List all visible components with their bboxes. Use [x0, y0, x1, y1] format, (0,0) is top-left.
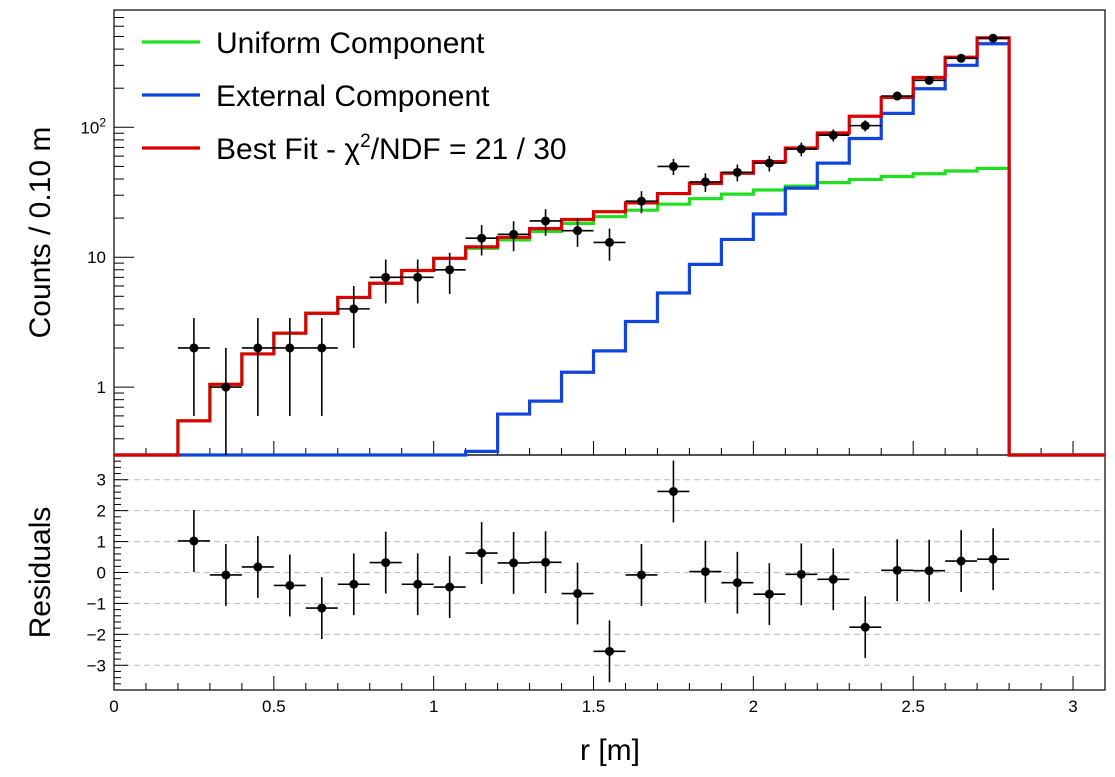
- main-y-axis-title: Counts / 0.10 m: [24, 127, 57, 339]
- residual-y-tick-label: 2: [97, 502, 106, 521]
- x-tick-label: 2: [749, 697, 758, 716]
- residual-y-tick-label: −2: [87, 625, 106, 644]
- residual-point: [253, 562, 263, 572]
- residual-point: [221, 570, 231, 580]
- main-y-tick-label-base: 1: [97, 378, 106, 397]
- x-tick-label: 0: [109, 697, 118, 716]
- legend-label-part: /NDF = 21 / 30: [371, 133, 567, 166]
- legend: Uniform Component External Component Best …: [142, 27, 567, 166]
- residual-point: [796, 569, 806, 579]
- residual-point: [445, 582, 455, 592]
- x-tick-label: 0.5: [262, 697, 286, 716]
- residual-point: [189, 536, 199, 546]
- residual-point: [732, 578, 742, 588]
- legend-label-part: χ: [344, 133, 360, 166]
- series-best_fit: [114, 36, 1105, 457]
- legend-label-external: External Component: [216, 80, 490, 113]
- data-point: [860, 121, 870, 131]
- residual-point: [285, 580, 295, 590]
- residual-y-tick-label: −3: [87, 656, 106, 675]
- residual-y-tick-label: 3: [97, 471, 106, 490]
- main-y-tick-label: 102: [80, 115, 106, 137]
- residual-point: [573, 589, 583, 599]
- data-point: [700, 177, 710, 187]
- main-y-tick-label-exponent: 2: [99, 115, 106, 129]
- data-point: [892, 91, 902, 101]
- residual-point: [605, 646, 614, 656]
- residual-y-tick-label: 1: [97, 533, 106, 552]
- residual-point: [636, 570, 646, 580]
- residual-point: [541, 557, 551, 567]
- data-point: [413, 272, 423, 282]
- residual-point: [317, 603, 327, 613]
- main-y-tick-label: 10: [87, 248, 106, 267]
- legend-label-part: Best Fit -: [216, 133, 344, 166]
- data-point: [477, 233, 487, 243]
- residual-grid: [114, 479, 1105, 666]
- x-tick-label: 3: [1068, 697, 1077, 716]
- data-point: [605, 237, 614, 247]
- data-point: [988, 33, 998, 43]
- data-point: [189, 343, 199, 353]
- residual-point: [860, 622, 870, 632]
- residual-point: [892, 565, 902, 575]
- residual-point: [700, 567, 710, 577]
- residual-point: [349, 579, 359, 589]
- data-points: [177, 33, 1010, 683]
- residual-y-tick-label: −1: [87, 594, 106, 613]
- data-point: [732, 167, 742, 177]
- data-point: [924, 75, 934, 85]
- axes: [113, 9, 1106, 691]
- data-point: [541, 216, 551, 226]
- legend-label-best_fit: Best Fit - χ2/NDF = 21 / 30: [216, 131, 567, 166]
- data-point: [956, 53, 966, 63]
- data-point: [636, 196, 646, 206]
- data-point: [285, 343, 295, 353]
- residual-point: [413, 579, 423, 589]
- data-point: [317, 343, 327, 353]
- data-point: [509, 229, 519, 239]
- residual-point: [764, 589, 774, 599]
- data-point: [349, 304, 359, 314]
- x-tick-label: 2.5: [901, 697, 925, 716]
- data-point: [828, 130, 838, 140]
- residual-y-axis-title: Residuals: [24, 507, 57, 639]
- data-point: [445, 265, 455, 275]
- data-point: [381, 272, 391, 282]
- series-lines: [114, 36, 1105, 457]
- residual-point: [924, 566, 934, 576]
- legend-label-part: 2: [360, 131, 371, 152]
- residual-point: [668, 486, 678, 496]
- series-external: [114, 42, 1105, 457]
- data-point: [796, 144, 806, 154]
- main-y-tick-label-base: 10: [87, 248, 106, 267]
- x-axis-title: r [m]: [580, 734, 640, 767]
- residual-point: [509, 558, 519, 568]
- residual-point: [956, 556, 966, 566]
- legend-label-uniform: Uniform Component: [216, 27, 485, 60]
- data-point: [253, 343, 263, 353]
- residual-point: [381, 558, 391, 568]
- data-point: [764, 158, 774, 168]
- residual-y-tick-label: 0: [97, 564, 106, 583]
- residual-point: [477, 548, 487, 558]
- x-tick-label: 1.5: [582, 697, 606, 716]
- main-y-tick-label-base: 10: [80, 118, 99, 137]
- residual-point: [988, 554, 998, 564]
- data-point: [573, 226, 583, 236]
- data-point: [221, 382, 231, 392]
- x-tick-label: 1: [429, 697, 438, 716]
- data-point: [668, 161, 678, 171]
- residual-point: [828, 574, 838, 584]
- main-y-tick-label: 1: [97, 378, 106, 397]
